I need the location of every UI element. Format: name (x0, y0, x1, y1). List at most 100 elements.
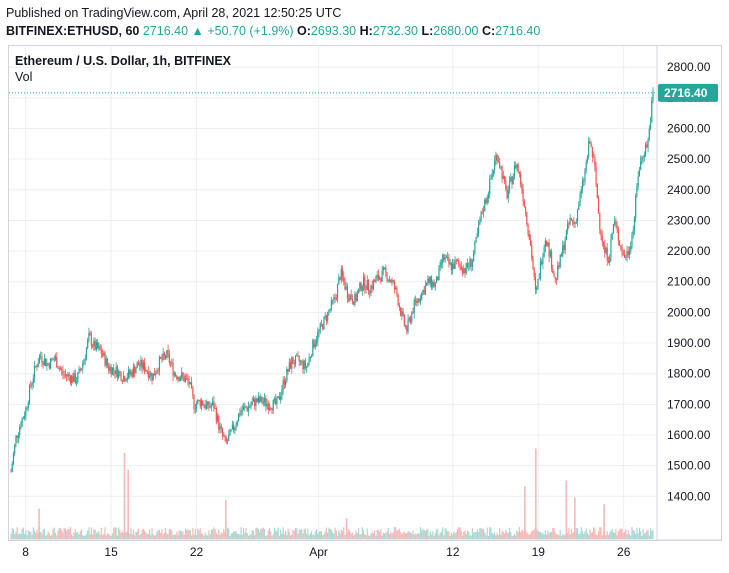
volume-bar (481, 528, 483, 539)
volume-bar (367, 535, 370, 539)
volume-bar (497, 535, 499, 539)
volume-label: Vol (15, 70, 32, 84)
candle-body (69, 376, 71, 383)
candle-body (452, 263, 454, 271)
candle-body (393, 281, 396, 290)
volume-bar (522, 530, 524, 539)
volume-bar (330, 529, 332, 539)
volume-bar (465, 534, 467, 539)
candle-body (246, 407, 248, 412)
candle-body (543, 247, 545, 257)
volume-bar (45, 535, 47, 539)
volume-bar (299, 530, 302, 539)
candle-body (146, 370, 148, 372)
volume-bar (356, 532, 358, 539)
candle-body (251, 401, 253, 406)
volume-bar (36, 529, 38, 539)
candle-body (110, 367, 112, 375)
candle-body (555, 279, 558, 281)
candle-body (140, 360, 142, 367)
volume-bar (548, 533, 550, 539)
candle-body (142, 362, 144, 369)
volume-bar (136, 531, 138, 539)
candle-body (213, 401, 215, 409)
candle-body (468, 266, 470, 268)
volume-bar (19, 533, 21, 539)
candle-body (280, 396, 282, 400)
candle-body (291, 357, 293, 369)
volume-bar (619, 529, 621, 539)
candle-body (554, 276, 556, 280)
candle-body (181, 372, 183, 379)
volume-bar (236, 533, 238, 539)
candle-body (632, 230, 634, 235)
volume-bar (489, 527, 491, 539)
volume-bar (61, 529, 63, 539)
candle-body (476, 233, 478, 237)
volume-bar (231, 533, 234, 539)
close-value: 2716.40 (495, 24, 541, 38)
volume-bar (593, 527, 595, 539)
volume-bar (558, 535, 560, 539)
candle-body (33, 365, 36, 379)
volume-bar (340, 529, 342, 539)
volume-bar (259, 532, 261, 539)
volume-bar (229, 535, 231, 539)
volume-bar (586, 532, 589, 539)
volume-bar (293, 530, 295, 539)
candle-body (67, 374, 69, 377)
candle-body (413, 299, 415, 314)
candle-body (369, 290, 371, 294)
volume-spike (345, 518, 348, 539)
volume-bar (79, 531, 81, 539)
volume-bar (174, 534, 177, 539)
last-price-tag-label: 2716.40 (664, 86, 708, 100)
volume-bar (568, 527, 570, 539)
candle-body (330, 300, 332, 309)
candle-body (366, 279, 368, 290)
candle-body (612, 224, 615, 234)
candle-body (287, 368, 289, 372)
volume-bar (263, 529, 266, 539)
candle-body (461, 269, 464, 274)
volume-bar (171, 530, 173, 539)
volume-bar (541, 533, 543, 539)
volume-bar (116, 535, 118, 539)
y-tick-label: 1800.00 (667, 367, 711, 381)
candle-body (66, 374, 68, 377)
volume-bar (281, 533, 283, 539)
volume-bar (189, 530, 191, 539)
candle-body (491, 173, 493, 179)
candle-body (301, 360, 303, 362)
volume-bar (360, 534, 362, 539)
volume-bar (515, 535, 517, 539)
volume-bar (458, 527, 460, 539)
candle-body (127, 369, 130, 378)
volume-bar (642, 528, 644, 539)
candle-body (54, 356, 57, 360)
volume-bar (518, 527, 521, 539)
candle-body (41, 356, 43, 362)
candle-body (92, 345, 94, 347)
volume-bar (172, 534, 174, 539)
candle-body (158, 356, 161, 371)
close-label: C: (481, 24, 496, 38)
volume-bar (25, 530, 27, 539)
volume-bar (233, 531, 235, 539)
candle-body (590, 143, 592, 147)
candle-body (487, 194, 490, 199)
candle-body (100, 349, 102, 354)
volume-bar (257, 528, 259, 539)
candle-body (32, 378, 34, 384)
candle-body (49, 358, 52, 369)
candle-body (234, 427, 236, 431)
candle-body (42, 361, 44, 365)
volume-bar (57, 530, 59, 539)
candle-body (95, 342, 97, 350)
grid (9, 46, 722, 541)
volume-bar (32, 527, 34, 539)
volume-bar (181, 531, 183, 539)
volume-bar (323, 534, 325, 539)
candle-body (606, 248, 608, 261)
